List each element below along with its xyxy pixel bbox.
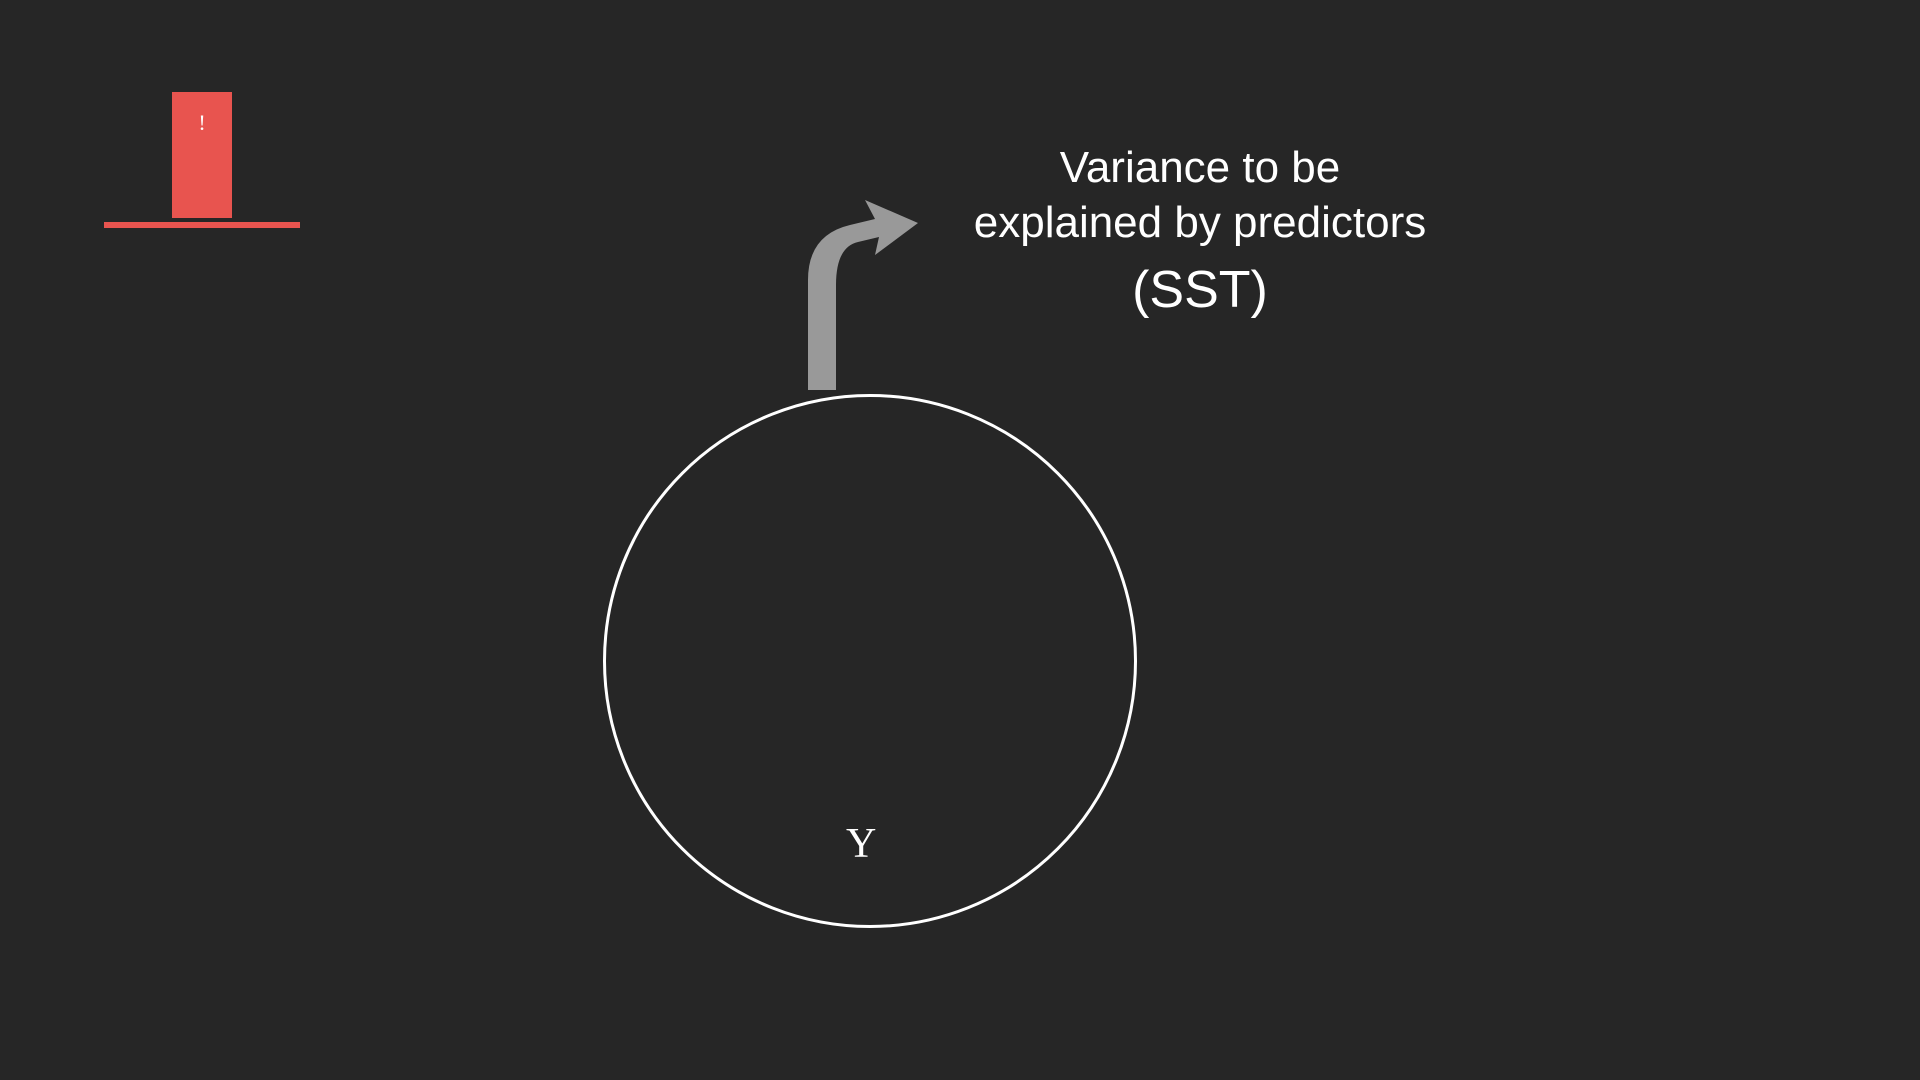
circle-label-y: Y bbox=[846, 820, 876, 868]
annotation-line-3: (SST) bbox=[920, 258, 1480, 323]
curved-arrow-icon bbox=[790, 195, 920, 390]
annotation-line-2: explained by predictors bbox=[920, 195, 1480, 250]
annotation-text: Variance to be explained by predictors (… bbox=[920, 140, 1480, 323]
annotation-line-1: Variance to be bbox=[920, 140, 1480, 195]
badge-exclamation: ! bbox=[198, 110, 205, 136]
badge-rect: ! bbox=[172, 92, 232, 218]
badge-underline bbox=[104, 222, 300, 228]
